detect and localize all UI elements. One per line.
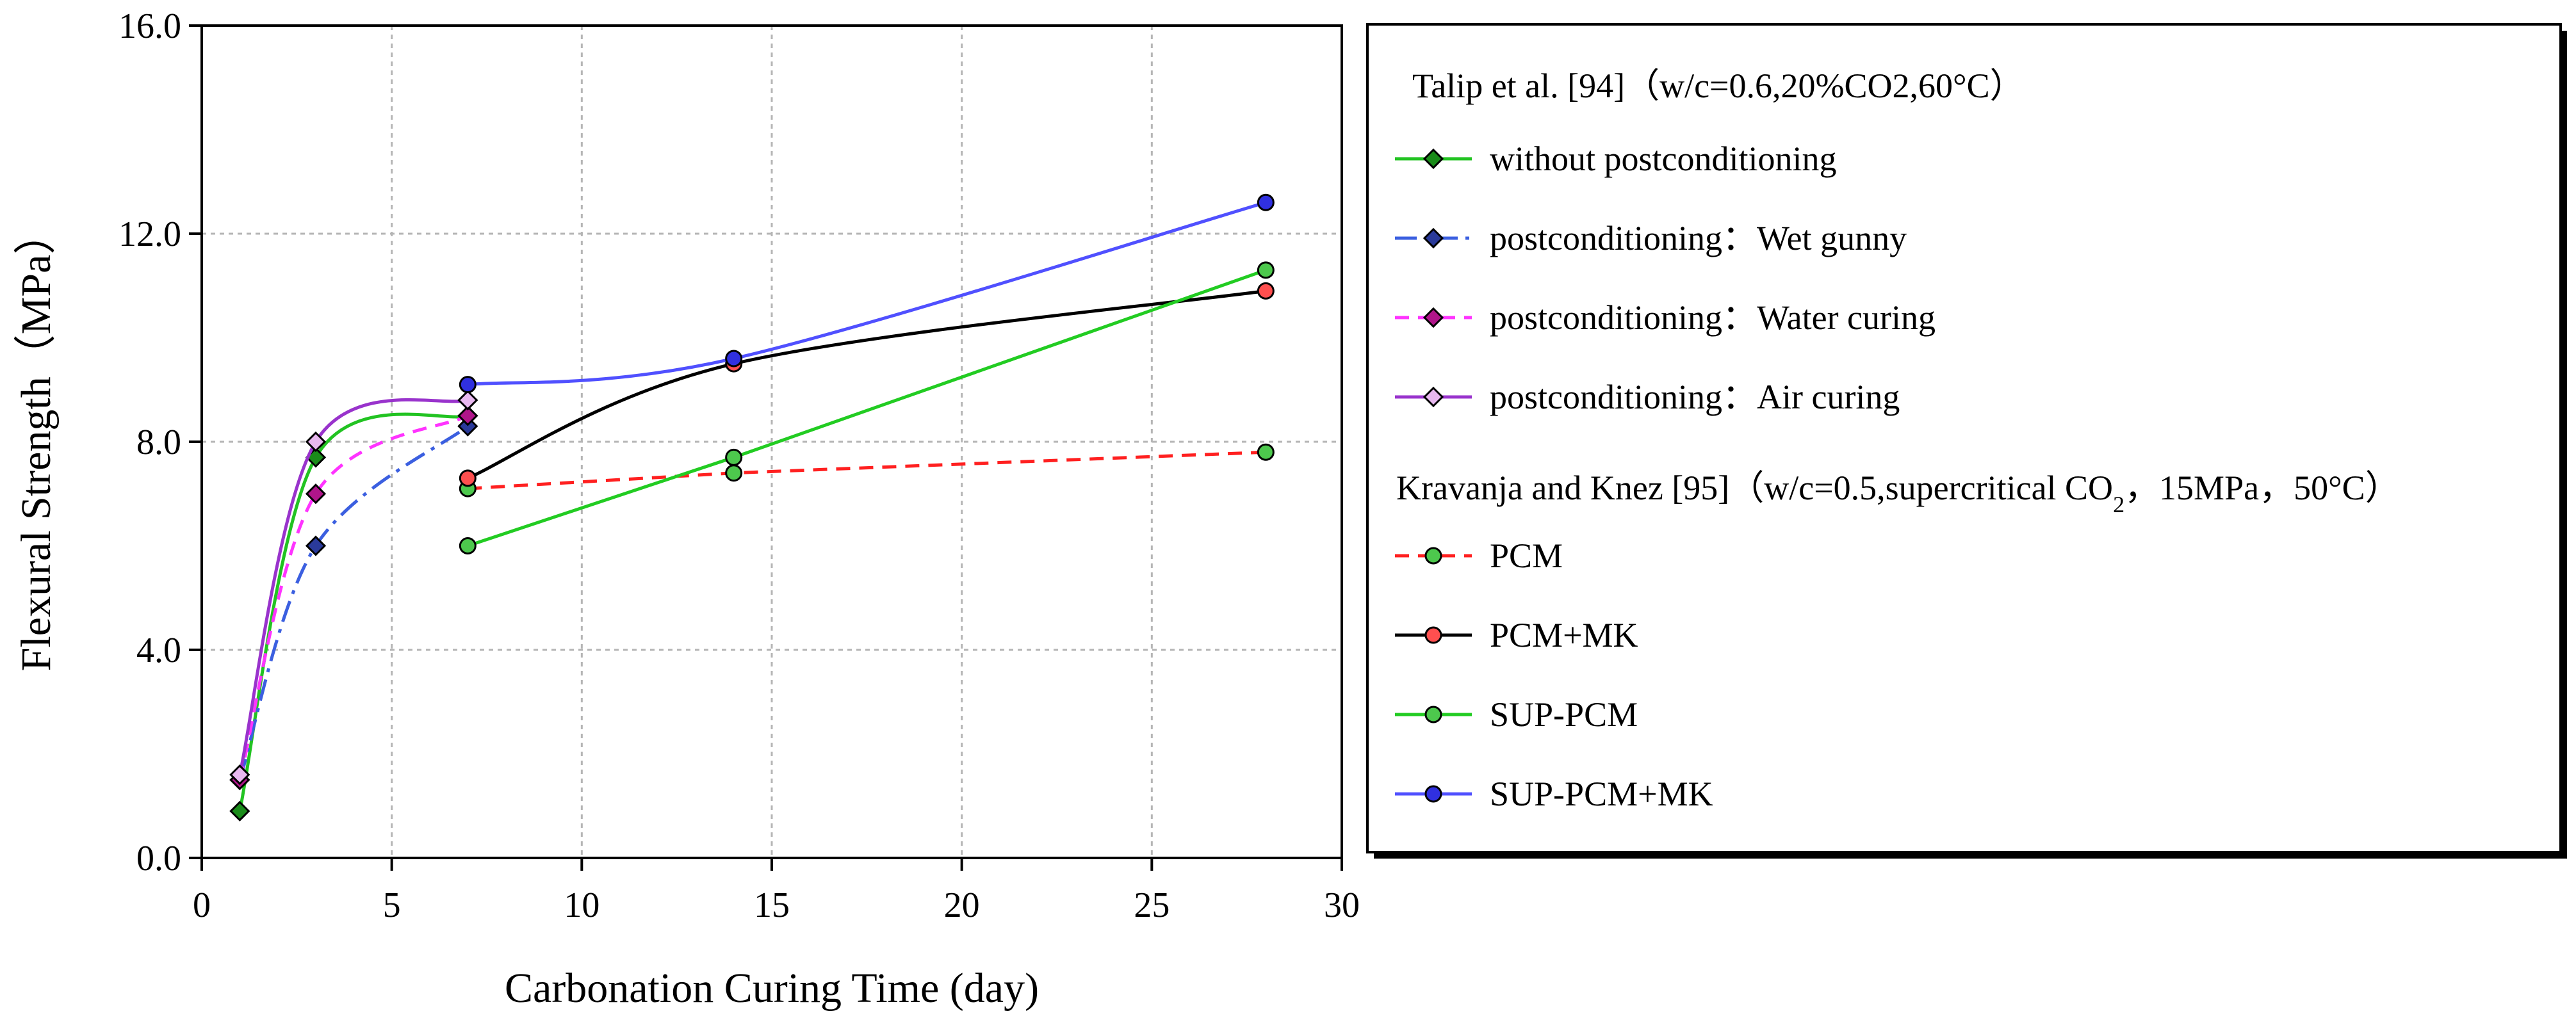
- series-3: [229, 389, 478, 786]
- series-7: [459, 193, 1275, 394]
- legend-marker-swatch: [1423, 307, 1444, 328]
- legend-group-title-kravanja-part1: Kravanja and Knez [95]（w/c=0.5,supercrit…: [1396, 469, 2113, 507]
- legend-group-title-kravanja-subscript: 2: [2113, 492, 2124, 517]
- data-point: [725, 350, 743, 368]
- legend-label: PCM: [1490, 537, 1563, 575]
- y-tick-label: 16.0: [118, 6, 181, 46]
- legend-marker-swatch: [1424, 626, 1442, 644]
- legend-entry-2: postconditioning：Water curing: [1395, 298, 1936, 337]
- legend-group-title-kravanja-part2: ，15MPa，50°C）: [2124, 469, 2400, 507]
- legend-box: [1366, 23, 2562, 853]
- x-tick-label: 0: [193, 885, 211, 925]
- legend-marker-swatch: [1423, 148, 1444, 170]
- legend-marker-swatch: [1424, 785, 1442, 803]
- legend-label: PCM+MK: [1490, 616, 1638, 654]
- series-line: [238, 398, 468, 775]
- y-tick-label: 12.0: [118, 214, 181, 254]
- legend-label: postconditioning：Air curing: [1490, 378, 1900, 416]
- x-tick-label: 5: [383, 885, 401, 925]
- legend-entry-4: PCM: [1395, 537, 1563, 575]
- x-axis-title: Carbonation Curing Time (day): [505, 965, 1039, 1012]
- series-line: [467, 289, 1266, 480]
- x-tick-label: 10: [564, 885, 599, 925]
- series-line: [468, 200, 1267, 387]
- legend-entry-1: postconditioning：Wet gunny: [1395, 219, 1907, 257]
- data-point: [459, 537, 477, 554]
- data-point: [1257, 443, 1275, 461]
- data-point: [305, 431, 327, 453]
- series-6: [459, 261, 1275, 554]
- legend-entry-5: PCM+MK: [1395, 616, 1638, 654]
- data-point: [305, 535, 327, 556]
- legend-entry-6: SUP-PCM: [1395, 695, 1638, 734]
- legend-group-title-talip: Talip et al. [94]（w/c=0.6,20%CO2,60°C）: [1412, 67, 2025, 105]
- legend-marker-swatch: [1423, 386, 1444, 408]
- legend-label: SUP-PCM: [1490, 695, 1638, 734]
- legend-label: without postconditioning: [1490, 140, 1837, 178]
- legend-marker-swatch: [1424, 547, 1442, 565]
- series-layer: [229, 193, 1275, 821]
- x-tick-label: 30: [1324, 885, 1360, 925]
- legend-entry-7: SUP-PCM+MK: [1395, 775, 1713, 813]
- legend-entries: without postconditioning postconditioning…: [1395, 140, 1936, 813]
- data-point: [725, 464, 743, 482]
- data-point: [229, 800, 250, 821]
- data-point: [1257, 282, 1275, 300]
- x-tick-label: 20: [944, 885, 980, 925]
- y-axis-title: Flexural Strength（MPa）: [13, 213, 60, 672]
- data-point: [457, 389, 478, 411]
- data-point: [1257, 193, 1275, 211]
- x-tick-label: 15: [754, 885, 790, 925]
- legend-marker-swatch: [1424, 706, 1442, 723]
- legend-label: postconditioning：Water curing: [1490, 298, 1936, 337]
- legend-marker-swatch: [1423, 227, 1444, 249]
- data-point: [725, 448, 743, 466]
- series-line: [238, 414, 469, 780]
- data-point: [1257, 261, 1275, 279]
- data-point: [305, 483, 327, 505]
- axes: 0 5 10 15 20 25 30 0.0 4.0 8.0 12.0 16.0: [118, 6, 1360, 925]
- data-point: [457, 416, 478, 437]
- legend-label: SUP-PCM+MK: [1490, 775, 1713, 813]
- data-point: [457, 405, 478, 426]
- grid: [202, 26, 1342, 858]
- data-point: [459, 376, 477, 394]
- y-tick-label: 4.0: [136, 631, 181, 670]
- legend: Talip et al. [94]（w/c=0.6,20%CO2,60°C） K…: [1366, 23, 2567, 859]
- data-point: [459, 469, 477, 487]
- x-tick-label: 25: [1134, 885, 1170, 925]
- legend-entry-0: without postconditioning: [1395, 140, 1837, 178]
- y-tick-label: 8.0: [136, 423, 181, 462]
- data-point: [229, 764, 250, 786]
- legend-group-title-kravanja: Kravanja and Knez [95]（w/c=0.5,supercrit…: [1396, 469, 2400, 517]
- legend-label: postconditioning：Wet gunny: [1490, 219, 1907, 257]
- legend-entry-3: postconditioning：Air curing: [1395, 378, 1900, 416]
- y-tick-label: 0.0: [136, 839, 181, 878]
